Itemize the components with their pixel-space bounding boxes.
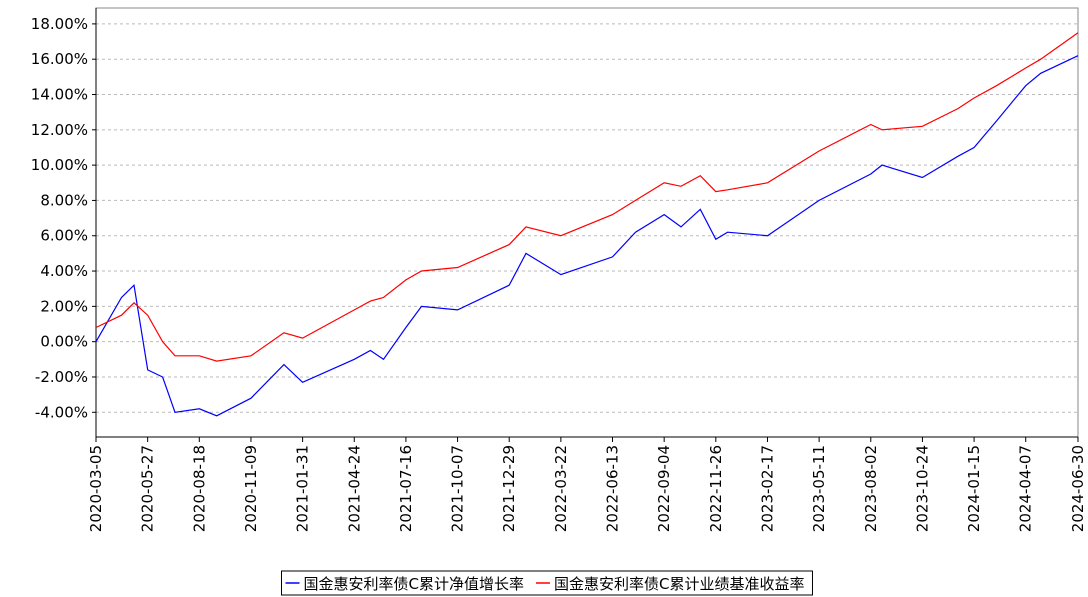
x-tick-label: 2021-04-24 xyxy=(345,445,363,532)
y-tick-label: 12.00% xyxy=(31,121,88,139)
x-tick-label: 2020-08-18 xyxy=(190,445,208,532)
x-tick-label: 2021-01-31 xyxy=(294,445,312,532)
x-tick-label: 2020-03-05 xyxy=(87,445,105,532)
plot-area xyxy=(95,7,1079,438)
y-tick-label: 10.00% xyxy=(31,156,88,174)
legend: 国金惠安利率债C累计净值增长率 国金惠安利率债C累计业绩基准收益率 xyxy=(281,570,813,596)
legend-item: 国金惠安利率债C累计净值增长率 xyxy=(285,575,524,593)
x-tick-label: 2020-05-27 xyxy=(139,445,157,532)
legend-label: 国金惠安利率债C累计业绩基准收益率 xyxy=(554,575,804,593)
x-tick-label: 2023-05-11 xyxy=(810,445,828,532)
series-line xyxy=(95,55,1079,417)
y-tick-label: 16.00% xyxy=(31,50,88,68)
x-tick-label: 2024-06-30 xyxy=(1069,445,1087,532)
x-tick-label: 2022-06-13 xyxy=(604,445,622,532)
y-tick-label: 14.00% xyxy=(31,86,88,104)
x-tick-label: 2023-10-24 xyxy=(913,445,931,532)
x-tick-label: 2021-10-07 xyxy=(449,445,467,532)
x-tick-label: 2021-07-16 xyxy=(397,445,415,532)
x-tick-label: 2021-12-29 xyxy=(500,445,518,532)
y-tick-label: 8.00% xyxy=(40,191,88,209)
x-tick-label: 2022-11-26 xyxy=(707,445,725,532)
y-tick-label: 0.00% xyxy=(40,333,88,351)
x-tick-label: 2022-03-22 xyxy=(552,445,570,532)
x-tick-label: 2023-02-17 xyxy=(758,445,776,532)
y-tick-label: -4.00% xyxy=(35,403,88,421)
y-tick-label: 6.00% xyxy=(40,227,88,245)
legend-label: 国金惠安利率债C累计净值增长率 xyxy=(304,575,524,593)
x-tick-label: 2022-09-04 xyxy=(655,445,673,532)
x-tick-label: 2024-01-15 xyxy=(965,445,983,532)
y-tick-label: 4.00% xyxy=(40,262,88,280)
y-tick-label: 18.00% xyxy=(31,15,88,33)
x-tick-label: 2024-04-07 xyxy=(1017,445,1035,532)
y-tick-label: 2.00% xyxy=(40,297,88,315)
legend-item: 国金惠安利率债C累计业绩基准收益率 xyxy=(535,575,804,593)
x-tick-label: 2023-08-02 xyxy=(862,445,880,532)
x-tick-label: 2020-11-09 xyxy=(242,445,260,532)
y-tick-label: -2.00% xyxy=(35,368,88,386)
series-line xyxy=(95,32,1079,362)
